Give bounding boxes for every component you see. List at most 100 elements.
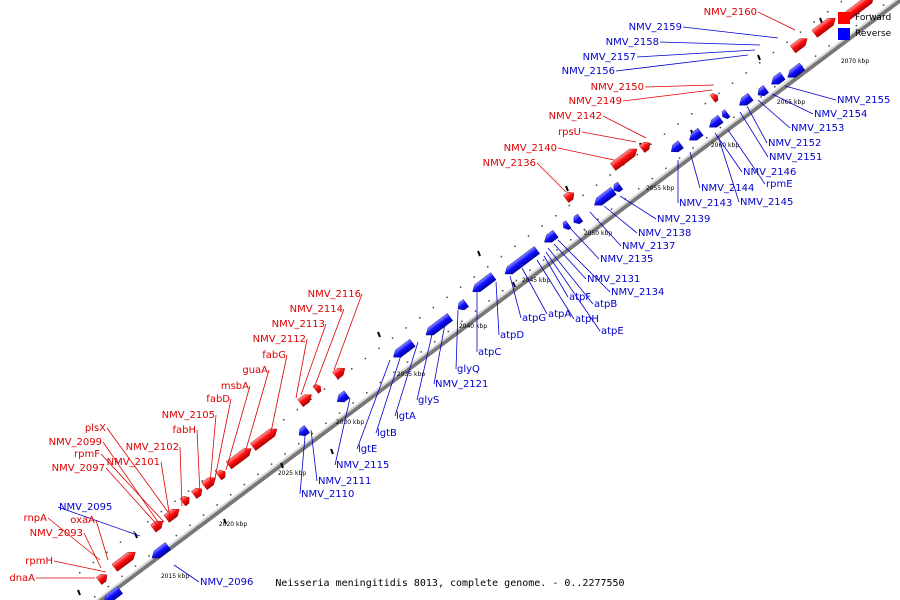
leader-line — [214, 398, 232, 479]
guide-dot — [527, 235, 530, 237]
guide-dot — [638, 188, 640, 190]
leader-line — [160, 461, 171, 519]
guide-dot — [488, 300, 490, 302]
gene-label-nmv-2158: NMV_2158 — [606, 37, 659, 48]
leader-line — [333, 293, 363, 371]
guide-dot — [323, 388, 326, 390]
axis-tick-label: 2065 kbp — [777, 99, 805, 106]
guide-dash — [477, 250, 481, 257]
reverse-gene-arrow — [613, 181, 624, 193]
leader-line — [581, 131, 637, 143]
reverse-gene-arrow — [425, 313, 453, 336]
gene-label-nmv-2144: NMV_2144 — [701, 183, 754, 194]
leader-line — [757, 99, 791, 129]
guide-dash — [757, 54, 761, 61]
leader-line — [299, 435, 306, 495]
gene-label-guaa: guaA — [242, 365, 268, 376]
leader-line — [375, 351, 403, 434]
leader-line — [689, 151, 701, 189]
reverse-gene-arrow — [393, 338, 416, 358]
leader-line — [47, 517, 101, 561]
guide-dot — [119, 541, 122, 543]
leader-line — [771, 93, 814, 115]
reverse-gene-arrow — [504, 246, 540, 275]
guide-dot — [296, 408, 299, 411]
legend-forward-label: Forward — [855, 13, 892, 23]
guide-dots — [77, 0, 885, 598]
leader-line — [244, 369, 270, 454]
axis-tick-label: 2015 kbp — [161, 573, 189, 580]
guide-dot — [541, 225, 543, 227]
gene-label-atpb: atpB — [594, 299, 617, 310]
gene-label-nmv-2153: NMV_2153 — [791, 123, 844, 134]
leader-line — [433, 317, 447, 385]
gene-label-nmv-2102: NMV_2102 — [126, 442, 179, 453]
guide-dot — [134, 565, 137, 567]
gene-label-glys: glyS — [418, 395, 439, 406]
gene-label-atpa: atpA — [548, 309, 571, 320]
guide-dot — [514, 245, 516, 248]
leader-line — [173, 564, 200, 583]
gene-label-fabg: fabG — [262, 350, 286, 361]
guide-dot — [610, 208, 613, 210]
guide-dot — [310, 398, 312, 401]
guide-dot — [106, 551, 108, 554]
guide-dash — [77, 589, 81, 596]
guide-dot — [474, 310, 477, 312]
guide-dot — [432, 306, 435, 309]
gene-label-nmv-2101: NMV_2101 — [107, 457, 160, 468]
reverse-gene-arrow — [103, 586, 123, 600]
gene-label-lgte: lgtE — [358, 444, 377, 455]
gene-label-nmv-2112: NMV_2112 — [253, 334, 306, 345]
leader-line — [334, 397, 351, 466]
guide-dot — [582, 194, 584, 197]
axis-tick-label: 2055 kbp — [646, 185, 674, 192]
guide-dash — [330, 448, 334, 455]
guide-dot — [352, 402, 354, 404]
guide-dot — [583, 228, 586, 231]
guide-dot — [148, 555, 150, 557]
guide-dot — [597, 218, 599, 221]
gene-label-nmv-2093: NMV_2093 — [30, 528, 83, 539]
leader-line — [714, 132, 743, 173]
guide-dot — [201, 480, 203, 482]
guide-dot — [121, 575, 123, 578]
reverse-gene-arrow — [336, 390, 350, 403]
gene-label-atpc: atpC — [478, 347, 501, 358]
legend-forward: Forward — [838, 10, 891, 26]
gene-label-rpmf: rpmF — [74, 449, 100, 460]
guide-dot — [542, 259, 545, 261]
guide-dot — [230, 494, 232, 496]
gene-label-nmv-2114: NMV_2114 — [290, 304, 343, 315]
gene-label-nmv-2160: NMV_2160 — [704, 7, 757, 18]
guide-dot — [704, 102, 707, 105]
reverse-swatch — [838, 28, 850, 40]
axis-tick-label: 2025 kbp — [278, 470, 306, 477]
gene-label-nmv-2134: NMV_2134 — [611, 287, 664, 298]
guide-dot — [609, 174, 611, 176]
reverse-gene-arrow — [670, 140, 684, 153]
legend-reverse: Reverse — [838, 26, 891, 42]
reverse-gene-arrow — [771, 71, 786, 85]
reverse-gene-arrow — [594, 186, 617, 206]
axis-tick-label: 2020 kbp — [219, 521, 247, 528]
leader-line — [313, 308, 345, 389]
leader-line — [100, 453, 165, 523]
reverse-gene-arrow — [739, 92, 754, 106]
forward-gene-arrow — [811, 17, 836, 38]
gene-label-nmv-2121: NMV_2121 — [435, 379, 488, 390]
leader-line — [557, 147, 615, 161]
guide-dot — [840, 0, 843, 3]
guide-dot — [731, 82, 734, 84]
reverse-gene-arrow — [457, 299, 469, 311]
axis-tick-label: 2030 kbp — [336, 419, 364, 426]
leader-line — [545, 251, 601, 332]
gene-label-nmv-2110: NMV_2110 — [301, 489, 354, 500]
gene-label-nmv-2115: NMV_2115 — [336, 460, 389, 471]
gene-label-rnpa: rnpA — [24, 513, 48, 524]
guide-dot — [706, 137, 708, 139]
gene-label-fabh: fabH — [172, 425, 196, 436]
guide-dot — [799, 31, 802, 33]
guide-dot — [393, 371, 395, 374]
guide-dot — [202, 514, 205, 516]
